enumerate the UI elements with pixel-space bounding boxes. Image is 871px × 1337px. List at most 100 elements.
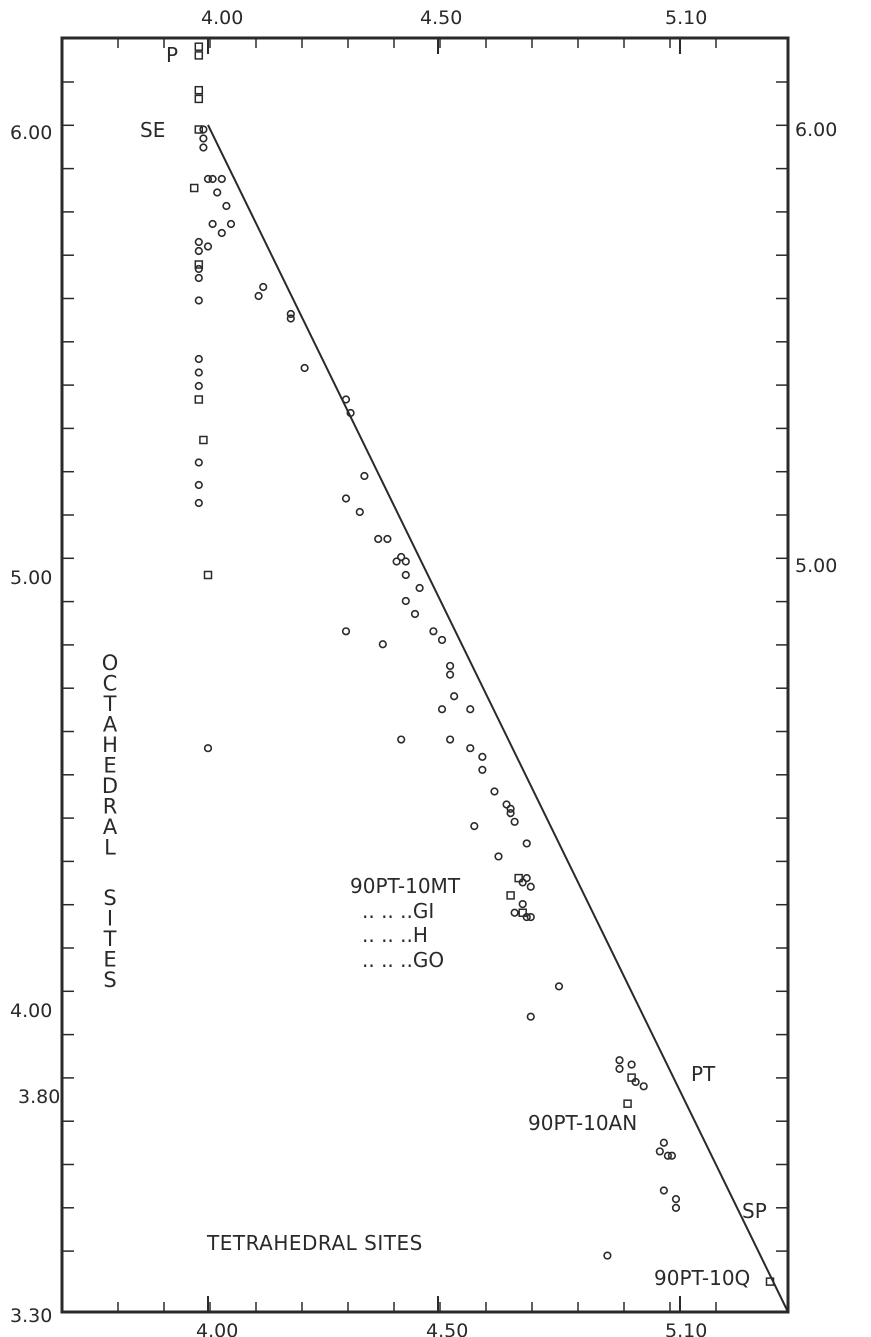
data-point-circle <box>217 228 226 238</box>
y-tick-label-left-380: 3.80 <box>18 1086 60 1108</box>
y-axis-title-letter: I <box>107 907 113 931</box>
x-tick-label-bottom-510: 5.10 <box>665 1320 707 1337</box>
y-tick-label-right-500: 5.00 <box>795 555 837 577</box>
data-point-circle <box>603 1251 612 1260</box>
data-point-square <box>189 183 199 193</box>
data-point-square <box>194 125 204 134</box>
data-point-circle <box>194 381 203 391</box>
annotation-se: SE <box>140 118 165 142</box>
data-point-circle <box>518 899 527 909</box>
data-point-circle <box>254 291 263 301</box>
annotation-90pt-10an: 90PT-10AN <box>528 1111 637 1135</box>
data-point-circle <box>208 219 217 229</box>
data-point-circle <box>554 982 564 991</box>
data-points <box>189 42 775 1286</box>
data-point-circle <box>526 1012 535 1021</box>
plot-frame <box>60 36 790 1314</box>
data-point-square <box>506 891 515 900</box>
data-point-circle <box>374 534 383 544</box>
data-point-circle <box>659 1186 668 1195</box>
data-point-circle <box>671 1203 681 1212</box>
data-point-circle <box>615 1056 624 1065</box>
data-point-circle <box>217 174 226 184</box>
data-point-circle <box>466 705 475 714</box>
y-tick-label-right-600: 6.00 <box>795 119 837 141</box>
y-axis-title-letter: E <box>103 754 116 778</box>
y-axis-title-letter: E <box>103 948 116 972</box>
data-point-circle <box>659 1138 668 1147</box>
data-point-circle <box>446 735 455 744</box>
reference-line <box>207 124 789 1313</box>
data-point-circle <box>286 309 295 319</box>
data-point-circle <box>437 705 447 714</box>
data-point-circle <box>655 1147 664 1156</box>
data-point-circle <box>360 471 369 481</box>
data-point-square <box>199 435 208 445</box>
data-point-circle <box>203 174 213 184</box>
data-point-circle <box>494 852 503 861</box>
x-tick-label-bottom-400: 4.00 <box>196 1320 238 1337</box>
data-point-circle <box>470 822 479 831</box>
data-point-circle <box>526 882 535 891</box>
data-point-circle <box>194 498 203 508</box>
data-point-circle <box>355 507 364 517</box>
data-point-square <box>518 908 527 917</box>
annotation-pt: PT <box>691 1062 716 1086</box>
data-point-square <box>627 1073 636 1082</box>
data-point-circle <box>194 480 203 490</box>
data-point-circle <box>667 1151 677 1160</box>
legend-entry-go: .. .. ..GO <box>362 948 444 972</box>
data-point-square <box>623 1099 632 1108</box>
data-point-circle <box>478 765 487 774</box>
legend-title: 90PT-10MT <box>350 874 461 898</box>
data-point-circle <box>437 635 447 645</box>
x-tick-label-top-400: 4.00 <box>201 7 243 29</box>
reference-line-group <box>207 124 789 1313</box>
data-point-circle <box>397 735 406 744</box>
data-point-circle <box>415 583 424 593</box>
y-axis-title-letter: A <box>103 815 118 839</box>
data-point-circle <box>671 1195 681 1204</box>
data-point-circle <box>341 627 351 636</box>
data-point-circle <box>510 908 519 917</box>
x-axis-title: TETRAHEDRAL SITES <box>206 1231 423 1255</box>
annotation-90pt-10q: 90PT-10Q <box>654 1266 750 1290</box>
y-axis-title-letter: O <box>102 651 119 675</box>
y-tick-label-left-400: 4.00 <box>10 1000 52 1022</box>
data-point-circle <box>490 787 499 796</box>
data-point-circle <box>506 804 515 813</box>
y-axis-title-letter: H <box>102 733 118 757</box>
data-point-square <box>194 395 204 404</box>
y-axis-title-letter: R <box>103 795 118 819</box>
data-point-circle <box>194 458 203 467</box>
data-point-circle <box>383 534 392 544</box>
data-point-circle <box>522 839 531 848</box>
data-point-circle <box>450 692 459 701</box>
x-tick-label-bottom-450: 4.50 <box>426 1320 468 1337</box>
data-point-circle <box>194 368 203 377</box>
data-point-square <box>514 873 523 883</box>
data-point-circle <box>199 125 208 134</box>
y-axis-title-letter: C <box>103 672 118 696</box>
data-point-circle <box>410 609 420 619</box>
data-point-circle <box>194 237 203 247</box>
data-point-circle <box>300 363 309 373</box>
data-point-circle <box>401 557 410 566</box>
data-point-circle <box>378 640 387 649</box>
data-point-square <box>194 51 204 60</box>
legend-entry-gi: .. .. ..GI <box>362 899 434 923</box>
data-point-circle <box>446 661 455 671</box>
data-point-circle <box>259 282 268 292</box>
data-point-circle <box>522 873 531 883</box>
data-point-circle <box>213 188 222 197</box>
data-point-circle <box>429 627 438 636</box>
data-point-circle <box>615 1064 624 1073</box>
data-point-circle <box>199 143 208 152</box>
y-axis-title-letter: D <box>102 774 118 798</box>
data-point-circle <box>194 273 203 283</box>
data-point-circle <box>199 134 208 143</box>
data-point-circle <box>627 1060 636 1069</box>
data-point-circle <box>286 314 295 323</box>
